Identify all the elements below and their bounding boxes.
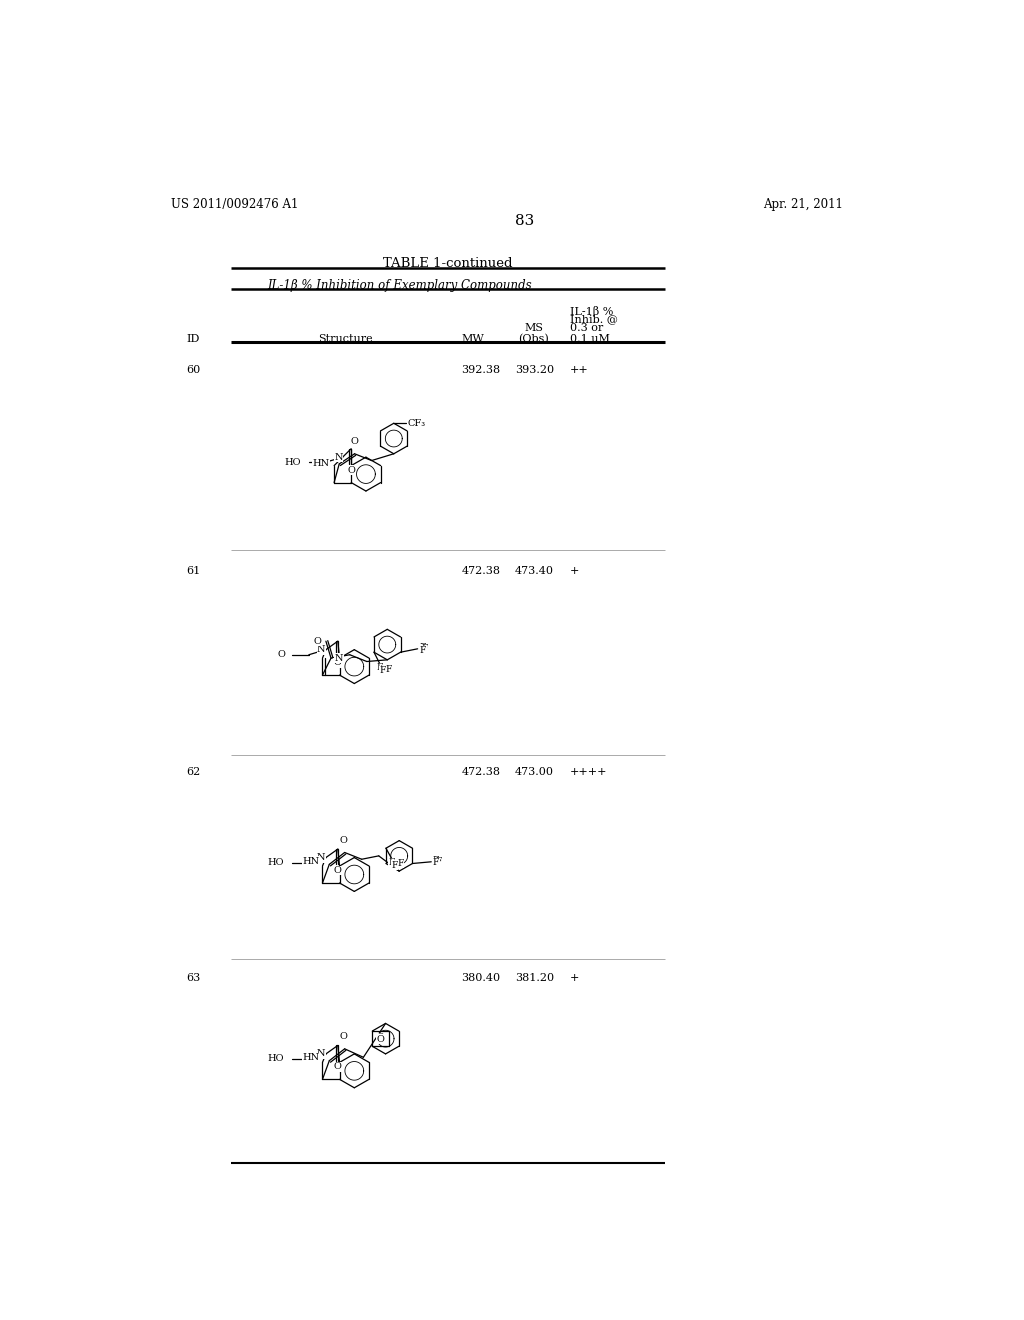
Text: 380.40: 380.40 <box>461 973 501 983</box>
Text: 0.1 uM: 0.1 uM <box>569 334 609 345</box>
Text: O: O <box>334 1063 342 1072</box>
Text: 61: 61 <box>186 566 201 577</box>
Text: 83: 83 <box>515 214 535 228</box>
Text: MS: MS <box>524 323 543 333</box>
Text: ++: ++ <box>569 364 589 375</box>
Text: 473.00: 473.00 <box>515 767 554 776</box>
Text: O: O <box>278 651 286 659</box>
Text: 63: 63 <box>186 973 201 983</box>
Text: Apr. 21, 2011: Apr. 21, 2011 <box>764 198 844 211</box>
Text: F: F <box>433 857 439 866</box>
Text: N: N <box>317 645 326 655</box>
Text: HN: HN <box>303 857 321 866</box>
Text: 0.3 or: 0.3 or <box>569 323 603 333</box>
Text: HO: HO <box>267 1055 284 1064</box>
Text: 381.20: 381.20 <box>515 973 554 983</box>
Text: ID: ID <box>186 334 200 345</box>
Text: F: F <box>388 858 394 867</box>
Text: F: F <box>433 858 439 867</box>
Text: F: F <box>422 644 428 653</box>
Text: O: O <box>334 866 342 875</box>
Text: 392.38: 392.38 <box>461 364 501 375</box>
Text: 473.40: 473.40 <box>515 566 554 577</box>
Text: O: O <box>347 466 355 475</box>
Text: 393.20: 393.20 <box>515 364 554 375</box>
Text: +: + <box>569 566 580 577</box>
Text: 472.38: 472.38 <box>461 566 501 577</box>
Text: F: F <box>379 667 386 676</box>
Text: US 2011/0092476 A1: US 2011/0092476 A1 <box>171 198 298 211</box>
Text: O: O <box>313 636 322 645</box>
Text: MW: MW <box>461 334 484 345</box>
Text: TABLE 1-continued: TABLE 1-continued <box>383 257 513 271</box>
Text: O: O <box>339 836 347 845</box>
Text: IL-1β % Inhibition of Exemplary Compounds: IL-1β % Inhibition of Exemplary Compound… <box>267 279 531 292</box>
Text: O: O <box>339 1032 347 1041</box>
Text: 472.38: 472.38 <box>461 767 501 776</box>
Text: Inhib. @: Inhib. @ <box>569 314 617 325</box>
Text: F: F <box>435 857 441 866</box>
Text: (Obs): (Obs) <box>518 334 549 345</box>
Text: +: + <box>569 973 580 983</box>
Text: F: F <box>386 665 392 673</box>
Text: HO: HO <box>267 858 284 867</box>
Text: ++++: ++++ <box>569 767 607 776</box>
Text: F: F <box>376 663 383 672</box>
Text: F: F <box>397 859 403 869</box>
Text: CF₃: CF₃ <box>408 418 425 428</box>
Text: 62: 62 <box>186 767 201 776</box>
Text: O: O <box>334 659 342 667</box>
Text: IL-1β %: IL-1β % <box>569 306 613 317</box>
Text: F: F <box>420 645 426 655</box>
Text: HN: HN <box>312 459 330 469</box>
Text: HO: HO <box>285 458 301 467</box>
Text: HN: HN <box>303 1053 321 1063</box>
Text: F: F <box>391 861 397 870</box>
Text: O: O <box>350 437 358 446</box>
Text: F: F <box>420 643 426 652</box>
Text: N: N <box>317 853 326 862</box>
Text: N: N <box>335 653 343 663</box>
Text: Structure: Structure <box>317 334 373 345</box>
Text: N: N <box>335 453 343 462</box>
Text: N: N <box>317 1049 326 1059</box>
Text: O: O <box>376 1034 384 1043</box>
Text: 60: 60 <box>186 364 201 375</box>
Text: O: O <box>376 1035 384 1044</box>
